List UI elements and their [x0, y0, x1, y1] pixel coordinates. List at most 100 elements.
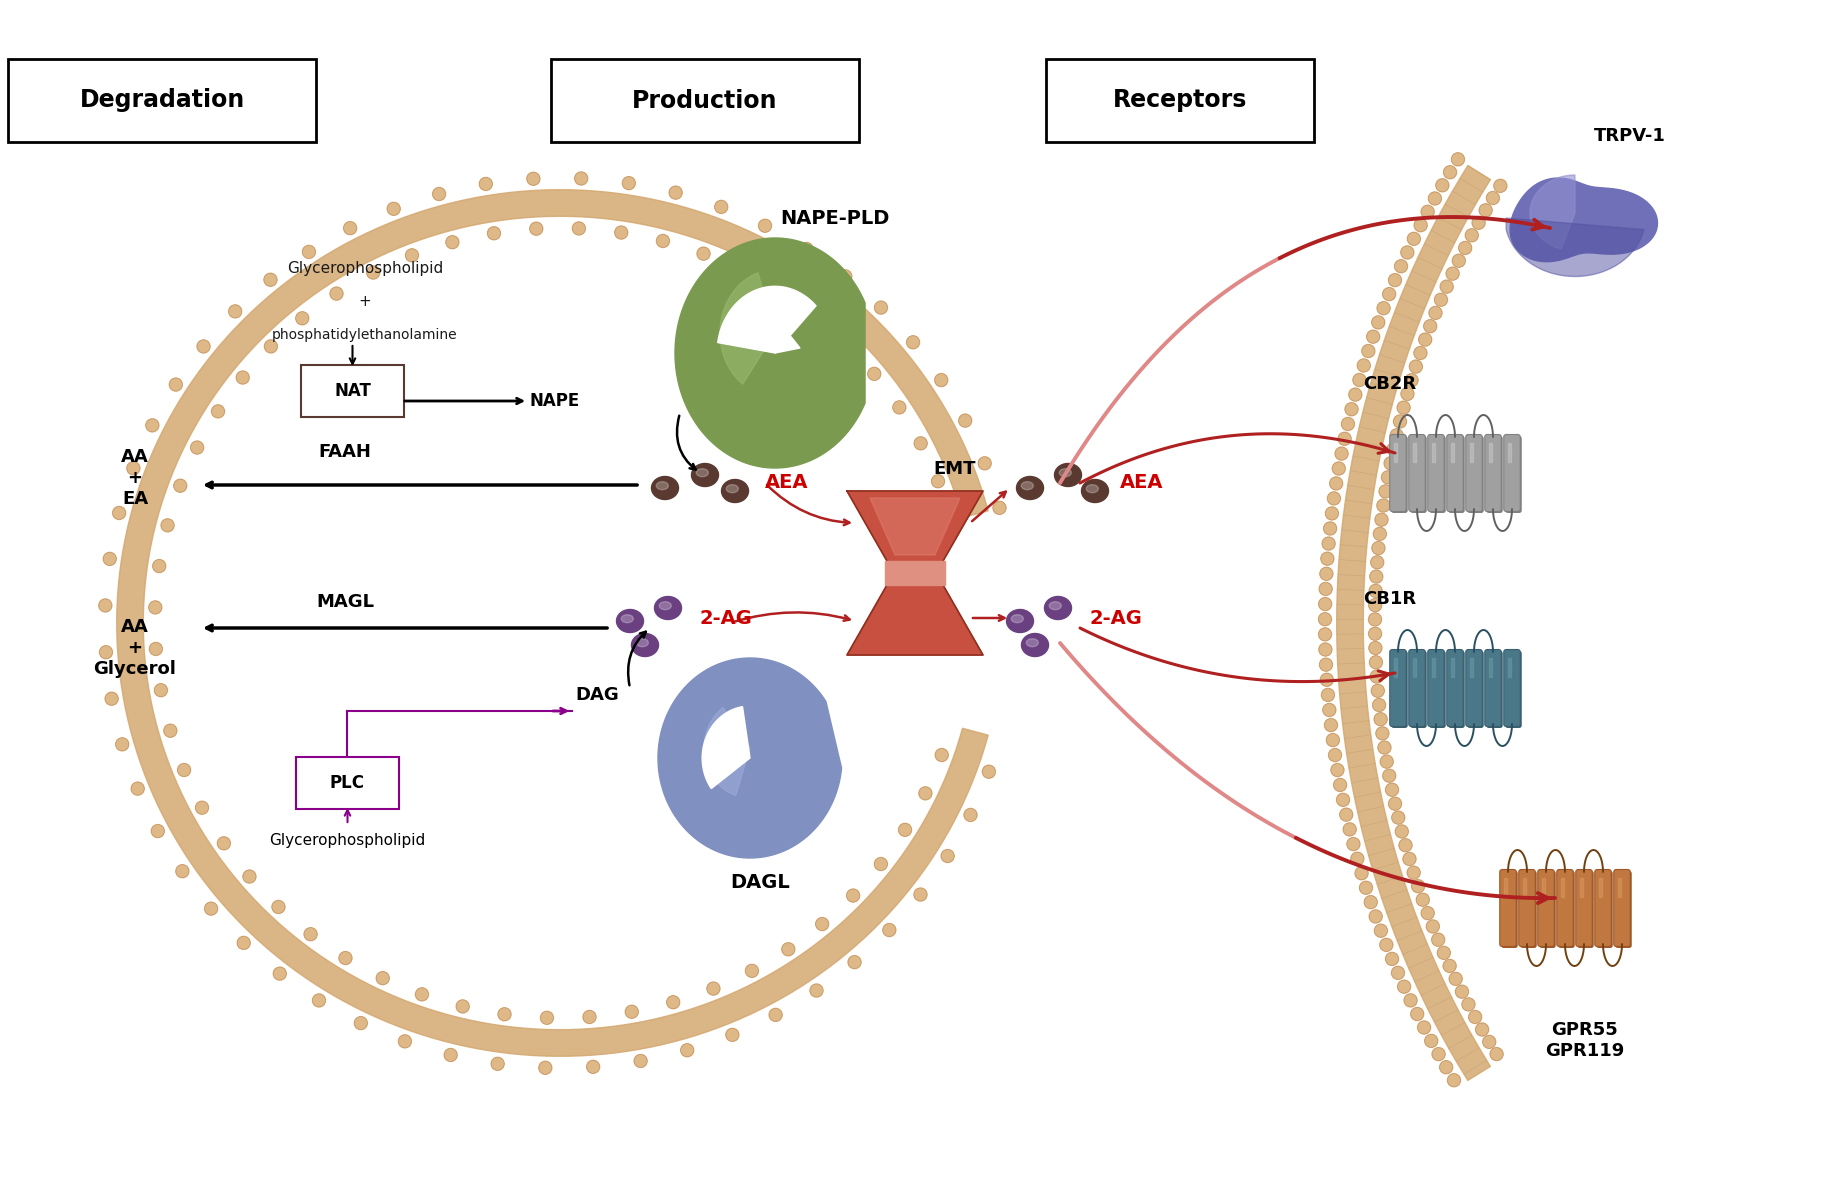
Polygon shape — [1510, 179, 1657, 261]
Circle shape — [582, 1010, 595, 1023]
FancyBboxPatch shape — [296, 757, 399, 809]
Ellipse shape — [691, 464, 718, 486]
Circle shape — [1451, 153, 1464, 166]
Circle shape — [176, 865, 189, 878]
Circle shape — [538, 1061, 551, 1074]
Circle shape — [1337, 794, 1350, 807]
Polygon shape — [1470, 442, 1473, 463]
Circle shape — [1405, 374, 1418, 387]
Circle shape — [162, 519, 175, 532]
Circle shape — [305, 927, 318, 940]
Circle shape — [191, 441, 204, 454]
Text: GPR55
GPR119: GPR55 GPR119 — [1545, 1021, 1624, 1060]
Circle shape — [445, 1048, 457, 1061]
Circle shape — [746, 964, 759, 977]
Polygon shape — [1451, 658, 1455, 677]
Circle shape — [1435, 293, 1448, 306]
Polygon shape — [1506, 218, 1644, 277]
Polygon shape — [718, 286, 816, 353]
Circle shape — [884, 924, 896, 937]
Circle shape — [1324, 522, 1337, 535]
Circle shape — [99, 646, 112, 659]
Circle shape — [1389, 797, 1402, 810]
Text: CB1R: CB1R — [1363, 590, 1416, 608]
FancyBboxPatch shape — [1578, 871, 1595, 948]
Circle shape — [540, 1011, 553, 1024]
Circle shape — [127, 461, 140, 474]
Polygon shape — [118, 189, 988, 1056]
Circle shape — [977, 457, 992, 470]
Ellipse shape — [696, 468, 709, 477]
Circle shape — [296, 312, 309, 325]
Circle shape — [1374, 712, 1387, 725]
Circle shape — [1403, 853, 1416, 866]
Circle shape — [1352, 374, 1367, 387]
Circle shape — [935, 749, 948, 762]
Circle shape — [217, 836, 230, 849]
Polygon shape — [1470, 658, 1473, 677]
Circle shape — [1374, 528, 1387, 541]
Circle shape — [1482, 1035, 1495, 1048]
FancyBboxPatch shape — [1505, 651, 1521, 728]
Circle shape — [1335, 447, 1348, 460]
FancyBboxPatch shape — [1409, 649, 1426, 726]
Circle shape — [1407, 866, 1420, 879]
Text: NAPE: NAPE — [531, 392, 580, 411]
Circle shape — [1321, 552, 1334, 565]
FancyBboxPatch shape — [1045, 59, 1313, 142]
Circle shape — [1319, 613, 1332, 626]
Circle shape — [770, 1008, 783, 1021]
Circle shape — [163, 724, 176, 737]
Ellipse shape — [1060, 468, 1071, 477]
Circle shape — [874, 302, 887, 313]
Circle shape — [625, 1006, 637, 1019]
Circle shape — [759, 219, 772, 232]
Circle shape — [152, 560, 165, 573]
Circle shape — [1431, 933, 1444, 946]
Circle shape — [1414, 347, 1427, 360]
Circle shape — [527, 173, 540, 186]
Circle shape — [1345, 402, 1358, 415]
FancyBboxPatch shape — [1429, 651, 1446, 728]
Circle shape — [1378, 302, 1391, 315]
Circle shape — [1402, 387, 1414, 400]
FancyBboxPatch shape — [1519, 870, 1536, 946]
Circle shape — [1347, 838, 1359, 851]
Circle shape — [1369, 613, 1381, 626]
Text: AA
+
Glycerol: AA + Glycerol — [94, 619, 176, 678]
FancyBboxPatch shape — [1615, 871, 1631, 948]
FancyBboxPatch shape — [7, 59, 316, 142]
Circle shape — [265, 340, 277, 353]
Text: FAAH: FAAH — [318, 442, 371, 461]
Circle shape — [1326, 733, 1339, 746]
Circle shape — [377, 971, 389, 984]
Circle shape — [1374, 513, 1389, 526]
Circle shape — [1365, 896, 1378, 909]
Polygon shape — [702, 706, 749, 789]
Circle shape — [575, 172, 588, 185]
Circle shape — [1369, 599, 1381, 612]
Circle shape — [1361, 344, 1374, 357]
Circle shape — [1324, 508, 1339, 519]
Circle shape — [1444, 166, 1457, 179]
Circle shape — [1437, 179, 1449, 192]
Circle shape — [847, 890, 860, 903]
Circle shape — [1350, 852, 1363, 865]
Polygon shape — [674, 238, 865, 468]
Circle shape — [1358, 358, 1370, 371]
Polygon shape — [720, 273, 775, 384]
Circle shape — [265, 273, 277, 286]
Circle shape — [456, 1000, 468, 1013]
FancyBboxPatch shape — [1466, 649, 1482, 726]
Ellipse shape — [1007, 609, 1034, 633]
FancyBboxPatch shape — [1521, 871, 1538, 948]
Circle shape — [1455, 985, 1468, 998]
Polygon shape — [1337, 166, 1490, 1080]
Circle shape — [1471, 216, 1484, 230]
Circle shape — [195, 801, 208, 814]
Circle shape — [331, 287, 344, 300]
Circle shape — [707, 982, 720, 995]
Circle shape — [840, 270, 852, 283]
Circle shape — [1383, 457, 1398, 470]
Circle shape — [432, 187, 446, 200]
